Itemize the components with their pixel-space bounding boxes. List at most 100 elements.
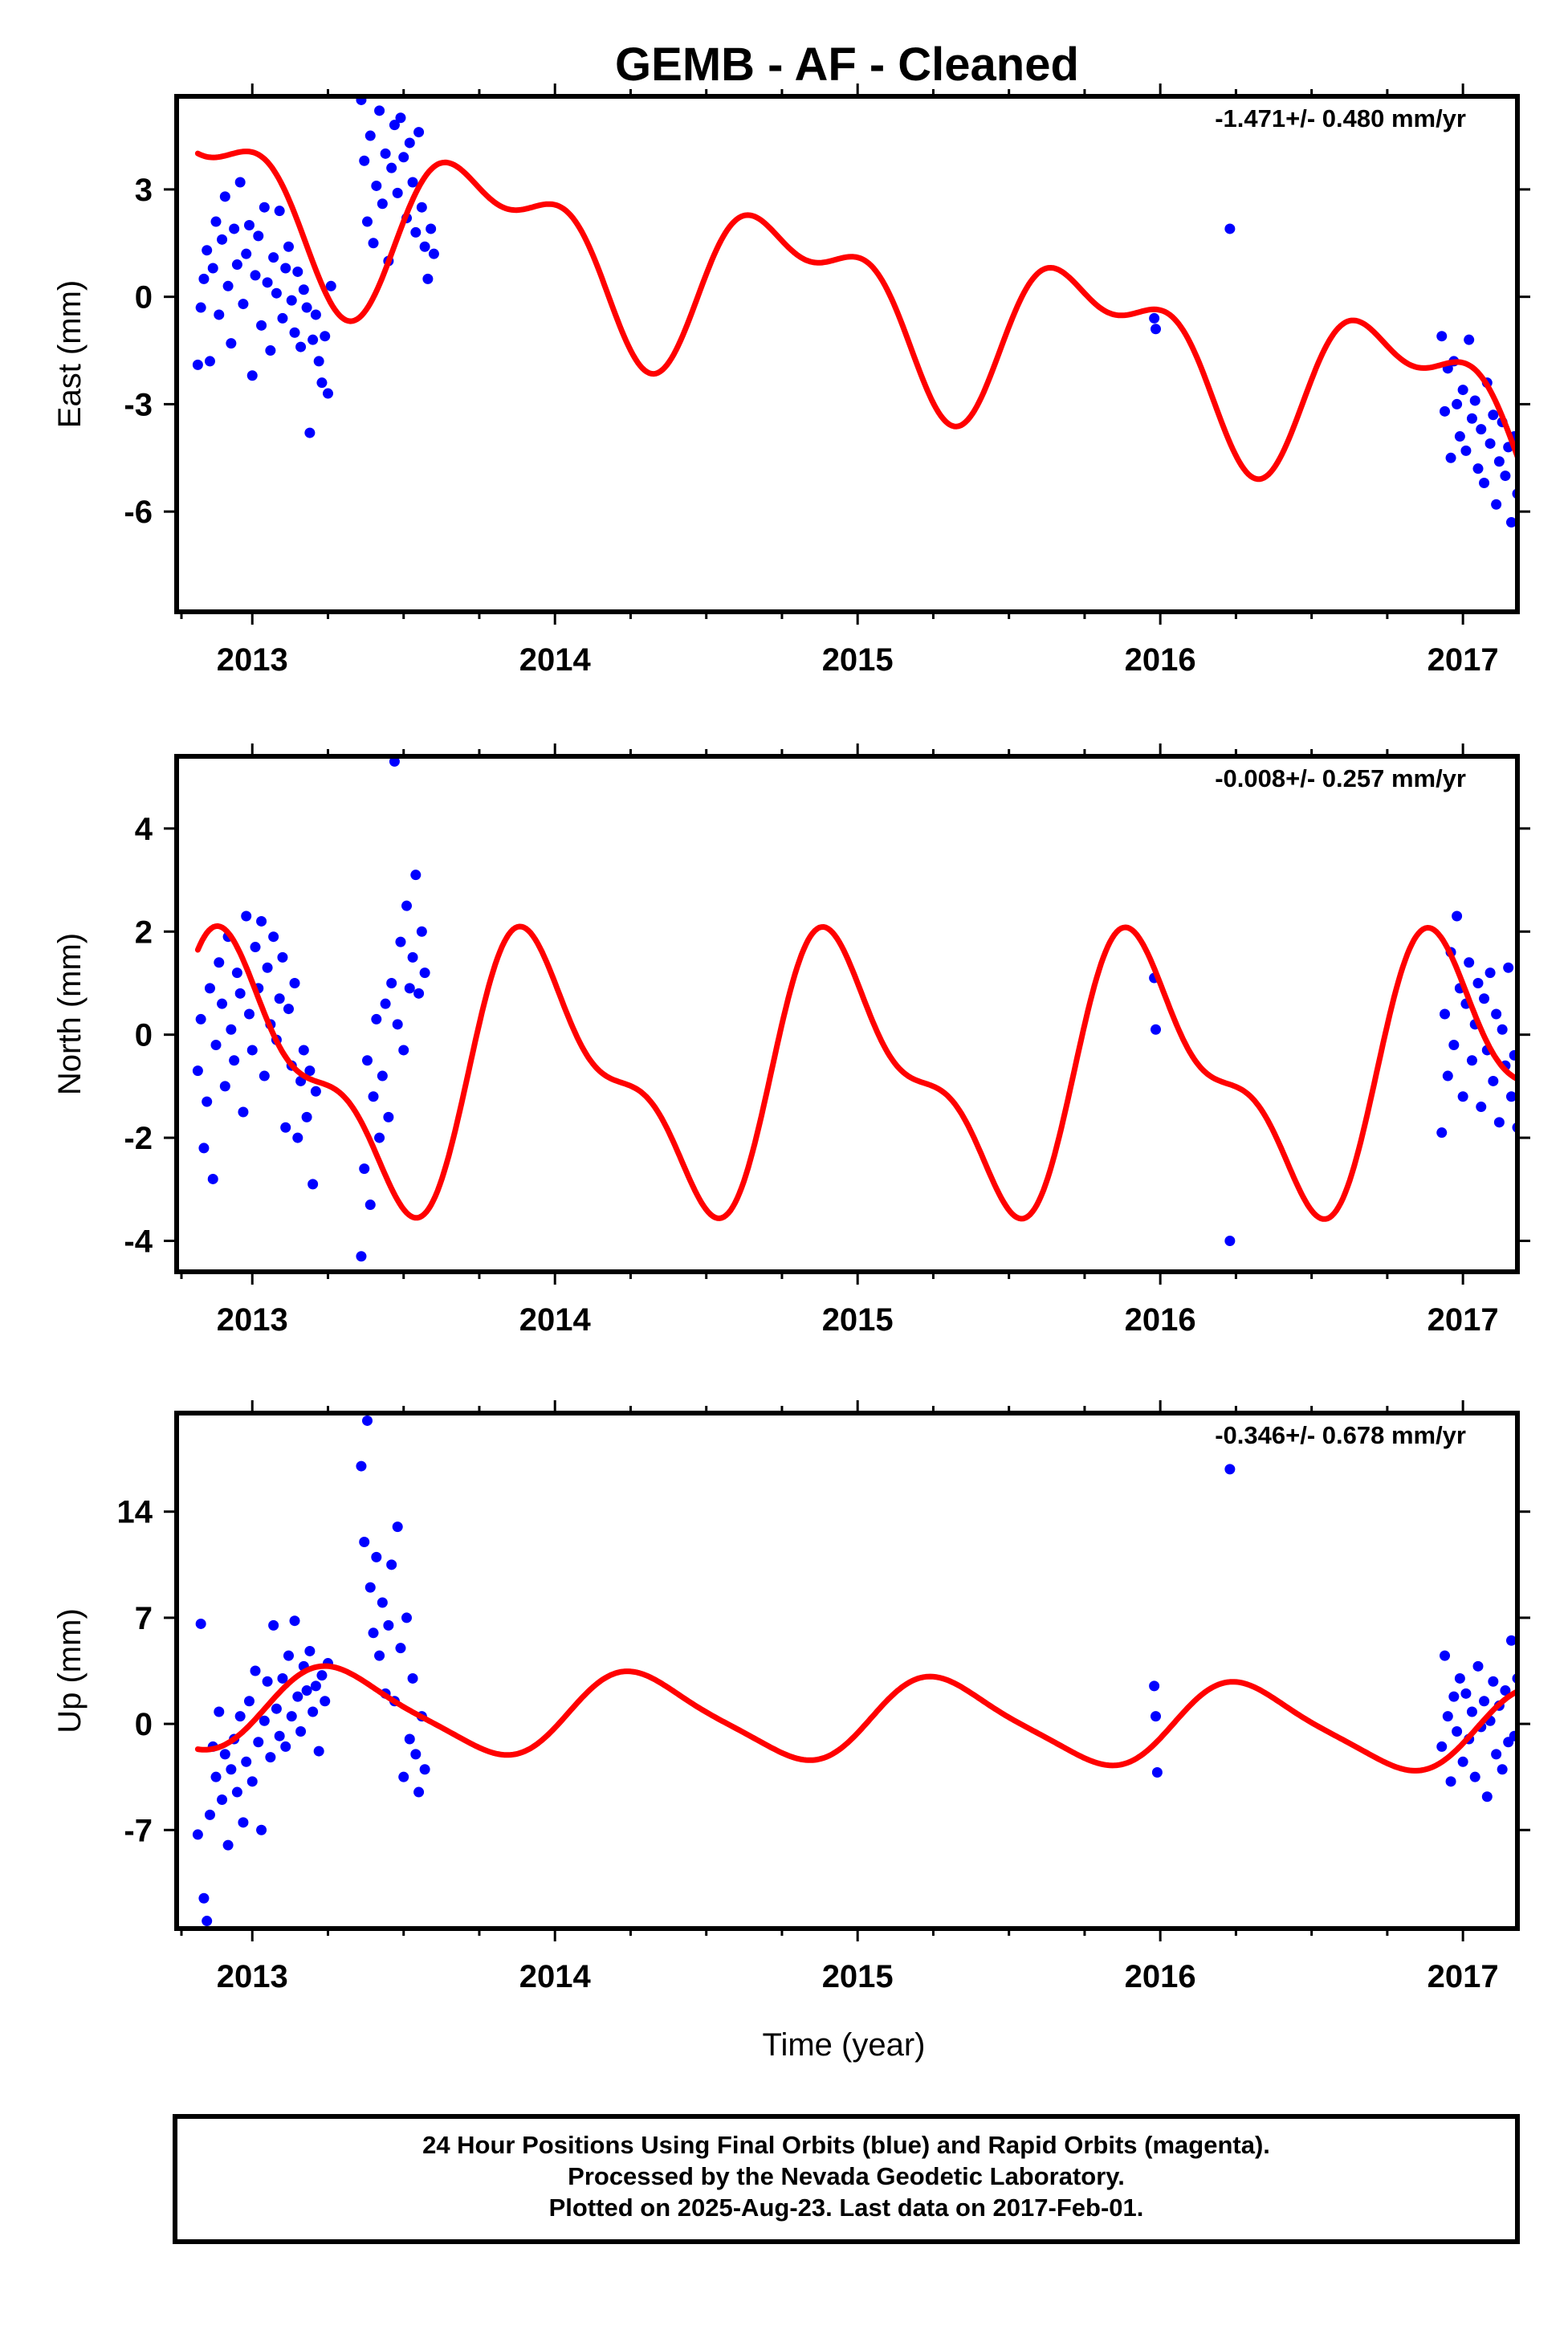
- data-point: [1491, 1008, 1502, 1020]
- data-point: [395, 936, 406, 947]
- data-point: [231, 259, 242, 271]
- data-point: [359, 1163, 370, 1175]
- data-point: [313, 1745, 324, 1757]
- data-point: [1457, 385, 1468, 396]
- data-point: [198, 1143, 210, 1154]
- data-point: [202, 245, 213, 256]
- data-point: [365, 130, 376, 141]
- x-axis-label: Time (year): [763, 2027, 926, 2063]
- data-point: [377, 198, 388, 210]
- data-point: [410, 1749, 422, 1760]
- data-point: [316, 1670, 328, 1681]
- data-point: [398, 152, 409, 163]
- data-point: [377, 1597, 388, 1608]
- data-point: [395, 112, 406, 124]
- data-point: [392, 187, 403, 198]
- data-point: [1454, 431, 1465, 442]
- x-tick-label: 2016: [1125, 642, 1196, 678]
- data-point: [1485, 967, 1496, 979]
- plot-frame: [174, 1411, 1520, 1931]
- data-point: [320, 331, 331, 342]
- data-point: [214, 1706, 225, 1717]
- x-tick-label: 2016: [1125, 1959, 1196, 1994]
- data-point: [371, 1551, 382, 1562]
- data-point: [1224, 223, 1236, 234]
- data-point: [1479, 993, 1490, 1004]
- data-points: [192, 1415, 1535, 1927]
- data-point: [386, 162, 397, 173]
- footer-line-3: Plotted on 2025-Aug-23. Last data on 201…: [549, 2194, 1144, 2222]
- data-point: [368, 1627, 379, 1639]
- data-point: [374, 1650, 385, 1661]
- data-point: [1472, 1660, 1484, 1672]
- data-point: [1151, 1711, 1162, 1722]
- data-point: [259, 202, 270, 213]
- data-point: [1151, 1024, 1162, 1035]
- data-point: [241, 910, 252, 922]
- data-point: [368, 1091, 379, 1102]
- data-point: [274, 206, 285, 217]
- data-point: [243, 220, 255, 230]
- data-point: [361, 1415, 373, 1426]
- data-point: [1479, 1696, 1490, 1707]
- data-point: [1488, 409, 1499, 421]
- data-point: [1436, 331, 1448, 342]
- data-point: [374, 105, 385, 116]
- data-point: [1440, 1650, 1451, 1661]
- data-point: [398, 1771, 409, 1782]
- data-point: [217, 998, 228, 1009]
- data-point: [192, 1065, 203, 1077]
- data-point: [365, 1582, 376, 1593]
- data-point: [219, 191, 230, 202]
- data-point: [398, 1045, 409, 1056]
- data-point: [428, 248, 439, 259]
- data-point: [395, 1643, 406, 1654]
- data-point: [1530, 593, 1541, 603]
- data-point: [322, 388, 333, 399]
- data-point: [1436, 1741, 1448, 1752]
- data-point: [1539, 495, 1550, 506]
- data-point: [1224, 1464, 1236, 1475]
- x-tick-label: 2013: [217, 1302, 288, 1338]
- data-point: [410, 226, 422, 238]
- data-point: [280, 263, 291, 274]
- data-point: [401, 1612, 413, 1623]
- panel-east: 2013 2014 2015 2016 2017 3 0 -3 -6 East (mm) -1.47…: [52, 84, 1550, 678]
- data-point: [365, 1200, 376, 1211]
- data-point: [238, 299, 249, 310]
- data-point: [217, 234, 228, 245]
- data-point: [292, 1132, 303, 1143]
- footer-line-1: 24 Hour Positions Using Final Orbits (bl…: [422, 2131, 1270, 2159]
- data-point: [226, 338, 237, 349]
- data-point: [283, 241, 294, 252]
- data-point: [283, 1004, 294, 1015]
- data-point: [1472, 977, 1484, 988]
- data-point: [195, 1618, 206, 1629]
- y-tick-label: 0: [135, 280, 153, 316]
- data-point: [1500, 1685, 1511, 1697]
- y-tick-label: 0: [135, 1707, 153, 1742]
- data-point: [243, 1008, 255, 1020]
- data-point: [1505, 517, 1517, 528]
- data-point: [416, 202, 427, 213]
- data-point: [419, 967, 430, 979]
- data-point: [1466, 1706, 1477, 1717]
- data-point: [426, 223, 437, 234]
- data-point: [1533, 524, 1544, 535]
- data-point: [1525, 574, 1535, 585]
- data-point: [316, 377, 328, 389]
- data-point: [419, 1764, 430, 1775]
- data-point: [274, 993, 285, 1004]
- data-point: [320, 1696, 331, 1707]
- data-point: [265, 345, 276, 356]
- y-tick-label: -7: [124, 1813, 153, 1848]
- data-point: [250, 1665, 261, 1676]
- data-point: [271, 287, 282, 299]
- y-tick-label: 3: [135, 173, 153, 208]
- data-point: [277, 312, 288, 324]
- x-tick-label: 2015: [822, 1302, 894, 1338]
- data-point: [198, 273, 210, 284]
- data-point: [1525, 1655, 1535, 1665]
- x-tick-label: 2013: [217, 642, 288, 678]
